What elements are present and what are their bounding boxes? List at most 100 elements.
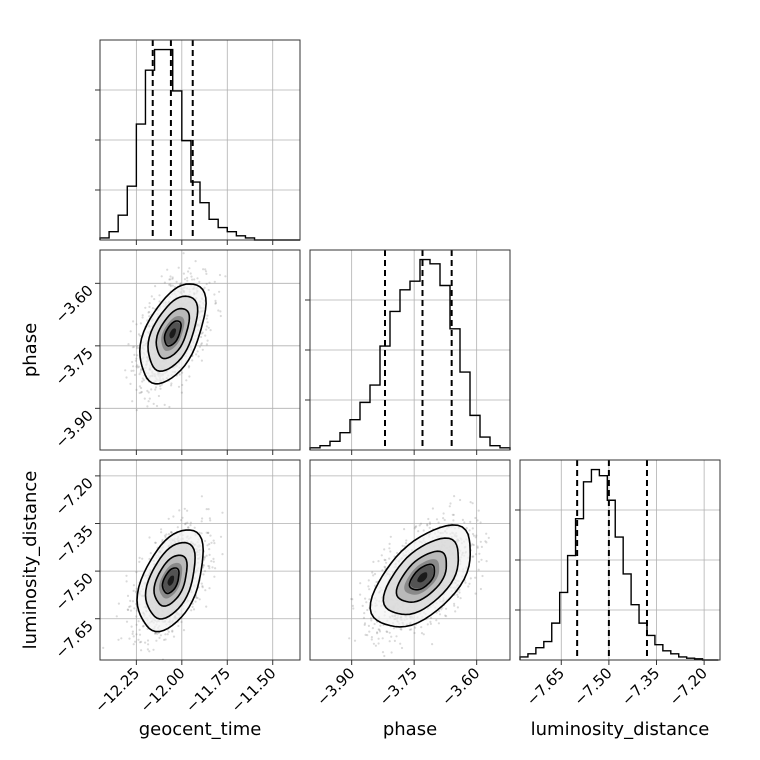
scatter-point [365,601,368,604]
scatter-point [137,620,140,623]
scatter-point [124,369,127,372]
scatter-point [135,323,138,326]
scatter-point [154,388,157,391]
scatter-point [176,526,179,529]
scatter-point [143,665,145,667]
scatter-point [459,498,462,502]
scatter-point [377,642,380,645]
scatter-point [219,535,223,538]
scatter-point [395,635,398,638]
scatter-point [224,275,227,278]
scatter-point [128,637,131,640]
scatter-point [456,606,459,609]
scatter-point [442,512,445,515]
scatter-point [178,509,181,512]
scatter-point [422,529,425,532]
scatter-point [480,545,483,549]
scatter-point [484,540,487,543]
y-tick-label: −7.20 [52,474,97,519]
scatter-point [198,531,201,534]
scatter-point [172,515,175,518]
scatter-point [200,520,203,523]
scatter-point [454,610,457,613]
scatter-point [485,532,488,535]
scatter-point [160,531,163,534]
scatter-point [210,541,213,544]
panel-frame [99,459,301,661]
scatter-point [184,523,187,526]
contour-line [138,283,207,385]
scatter-point [213,542,216,545]
scatter-point [426,623,429,626]
scatter-point [485,541,488,544]
scatter-point [401,544,404,547]
scatter-point [388,557,391,560]
scatter-point [147,311,150,314]
scatter-point [417,530,420,533]
scatter-point [146,319,149,322]
scatter-point [138,391,141,395]
scatter-point [188,375,191,378]
scatter-point [164,638,167,641]
scatter-point [159,634,162,637]
scatter-point [154,285,157,288]
scatter-point [197,355,200,358]
y-tick-label: −7.65 [52,617,97,662]
scatter-point [214,299,217,302]
scatter-point [474,553,478,556]
scatter-point [179,282,182,285]
scatter-point [206,339,209,342]
scatter-point [182,272,185,275]
scatter-point [211,566,214,569]
scatter-point [205,343,208,346]
scatter-point [195,596,198,600]
scatter-point [367,624,370,628]
scatter-point [167,630,170,633]
scatter-point [435,611,438,614]
scatter-point [138,365,141,368]
scatter-point [187,270,190,273]
scatter-point [214,301,217,304]
scatter-point [138,628,141,632]
scatter-point [206,314,209,317]
scatter-point [180,620,183,624]
scatter-point [202,268,205,271]
scatter-point [461,518,464,522]
scatter-point [196,596,199,600]
scatter-point [377,560,380,563]
scatter-point [205,605,208,608]
scatter-point [383,548,386,551]
scatter-point [148,310,151,314]
scatter-point [190,275,193,278]
scatter-point [386,630,389,634]
histogram-frame [519,459,721,661]
scatter-point [201,331,204,334]
scatter-point [164,536,167,539]
scatter-panel-geocent_time-vs-phase [95,249,301,455]
scatter-point [456,593,459,596]
y-axis-label: phase [20,323,41,377]
y-tick-label: −7.50 [52,569,97,614]
scatter-point [206,544,209,547]
scatter-point [206,531,210,535]
scatter-point [132,369,135,372]
scatter-point [170,382,173,385]
scatter-point [442,517,445,520]
panel-content [102,495,224,667]
scatter-point [452,513,455,517]
scatter-point [200,495,203,498]
scatter-point [383,558,386,562]
scatter-point [155,404,159,408]
scatter-point [117,602,120,605]
scatter-point [171,277,174,280]
scatter-point [138,556,141,560]
scatter-point [187,366,190,369]
scatter-point [427,517,430,521]
scatter-point [195,353,198,356]
scatter-point [210,560,213,563]
scatter-point [393,639,396,643]
scatter-point [125,574,128,577]
scatter-point [154,632,157,635]
panel-frame [99,249,301,451]
scatter-point [431,643,434,646]
